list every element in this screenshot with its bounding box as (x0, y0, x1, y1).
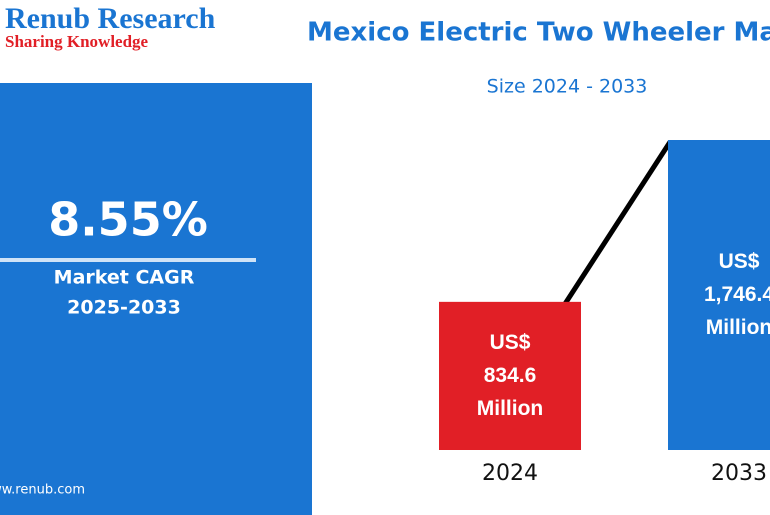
bar (668, 140, 770, 450)
value-label: US$ 834.6 Million (476, 330, 544, 420)
chart-subtitle: Size 2024 - 2033 (487, 76, 648, 98)
logo-name: Renub Research (5, 2, 216, 35)
cagr-value: 8.55% (48, 193, 208, 247)
logo-tagline: Sharing Knowledge (5, 32, 149, 51)
cagr-panel (0, 83, 312, 515)
value-label: US$ 1,746.4 Million (703, 250, 770, 339)
bar (439, 301, 581, 450)
x-tick-label: 2033 (711, 461, 767, 486)
connector (562, 140, 673, 306)
x-tick-label: 2024 (482, 461, 538, 486)
cagr-label: Market CAGR (54, 267, 195, 289)
website: www.renub.com (0, 483, 85, 498)
cagr-period: 2025-2033 (67, 297, 181, 319)
chart-title: Mexico Electric Two Wheeler Market (307, 18, 770, 48)
